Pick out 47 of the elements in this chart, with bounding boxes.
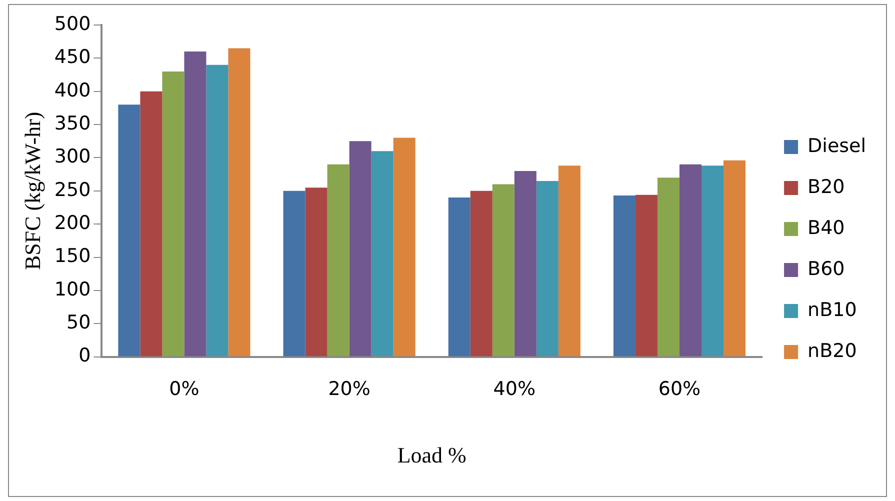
legend-label: nB20 [808,340,857,362]
bar [558,166,580,356]
y-tick-label: 0 [78,344,91,367]
bar [118,104,140,356]
bar [657,178,680,356]
bar [514,170,536,356]
bar [327,164,350,356]
y-tick-label: 400 [54,79,91,102]
bar [635,194,658,356]
y-tick-label: 250 [54,178,91,201]
bar [349,141,372,356]
bar [492,184,514,356]
y-tick-label: 500 [54,12,91,35]
bar [228,48,250,356]
legend-label: Diesel [808,134,866,157]
y-tick-label: 150 [54,245,91,268]
x-axis-title: Load % [397,442,466,468]
bar [702,166,724,356]
bar [448,198,470,356]
y-tick-label: 300 [54,146,91,168]
y-axis-title: BSFC (kg/kW-hr) [20,112,45,270]
x-tick-label: 20% [328,378,370,400]
y-tick-label: 200 [54,212,91,234]
legend-label: nB10 [808,298,857,321]
legend-label: B60 [808,258,845,280]
bar [679,164,702,356]
y-tick-label: 100 [54,278,91,300]
x-tick-label: 0% [169,378,200,400]
bar [536,180,558,356]
legend-label: B20 [808,176,845,198]
bar [613,196,636,356]
bar [162,71,184,356]
y-tick-label: 350 [54,112,91,134]
legend-label: B40 [808,216,845,239]
bar [393,138,416,356]
bar [371,151,394,356]
x-tick-label: 60% [658,378,701,400]
y-tick-label: 50 [66,312,91,334]
bar [305,188,328,356]
x-tick-label: 40% [493,378,536,400]
bar [470,190,492,356]
bar [140,91,162,356]
y-tick-label: 450 [54,46,91,68]
bar [184,52,206,356]
bar [283,190,306,356]
bar [724,160,746,356]
bar [206,64,228,356]
